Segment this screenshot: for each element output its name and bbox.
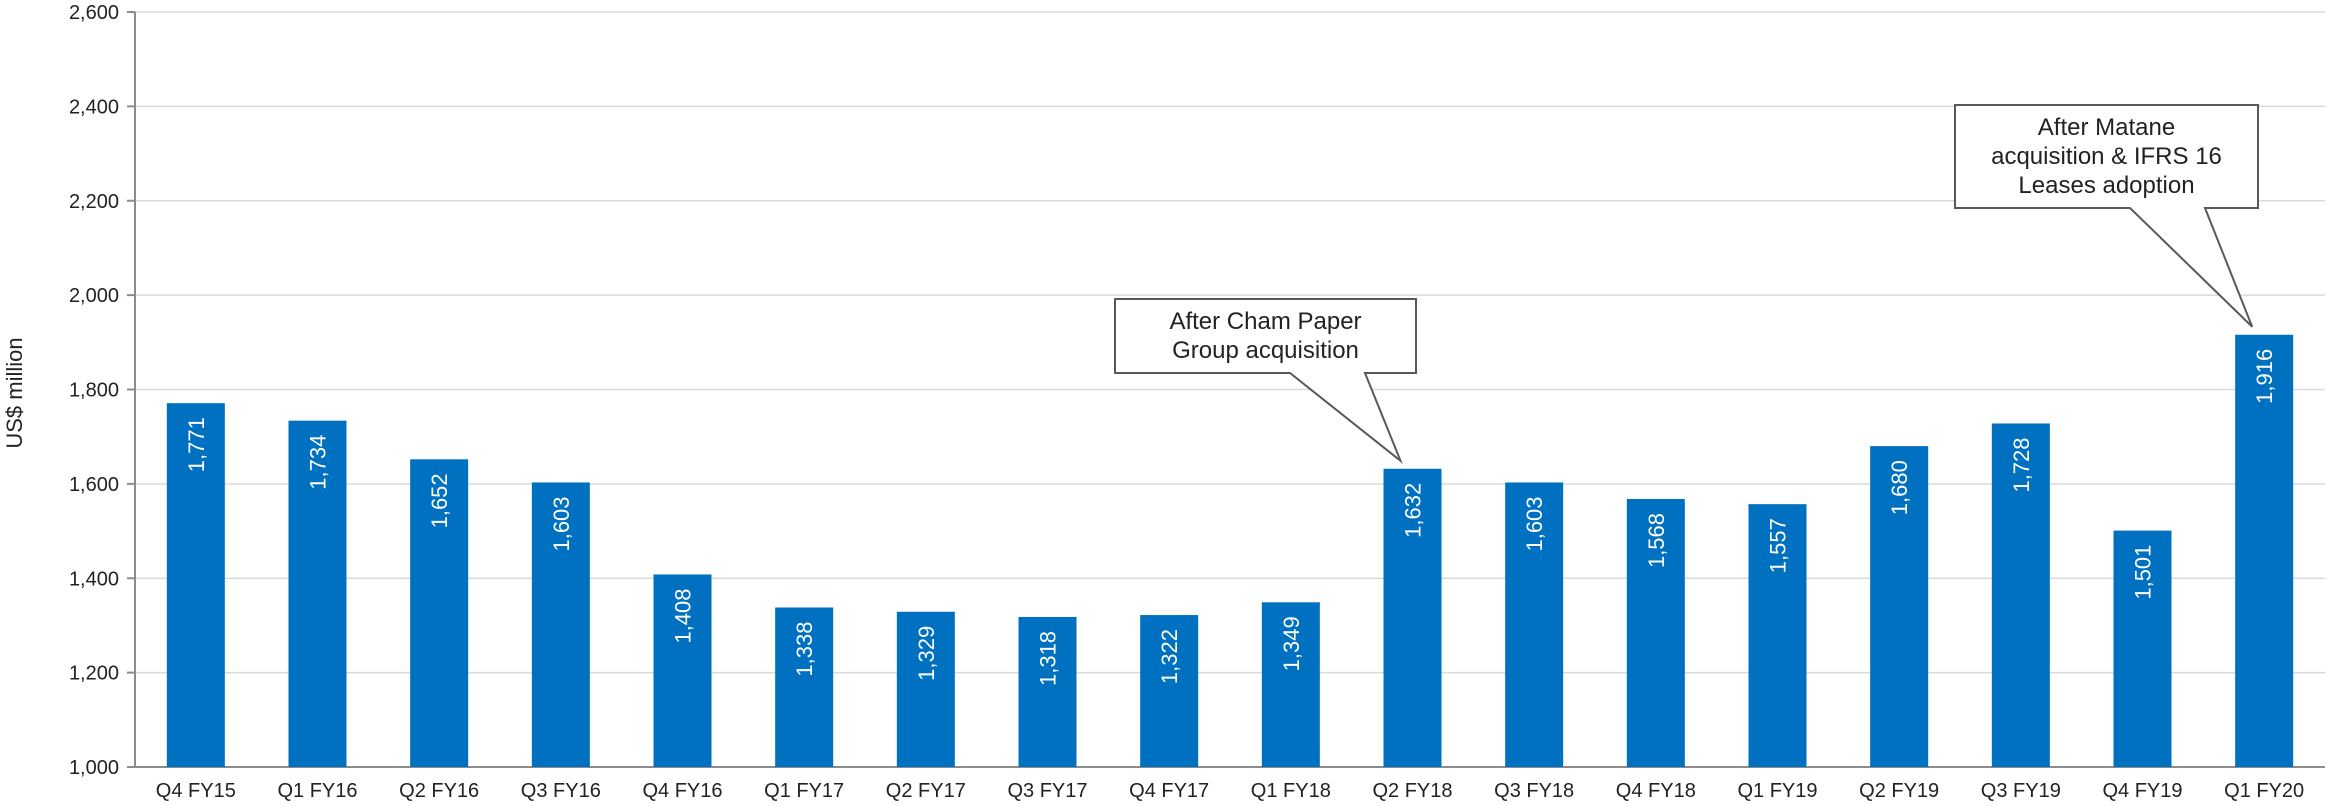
bar-value-label: 1,916 (2252, 349, 2277, 404)
x-tick-label: Q1 FY19 (1737, 780, 1817, 802)
y-tick-label: 1,800 (69, 380, 119, 402)
bars: 1,771 1,734 1,652 1,603 1,408 1,338 1,329 1,318… (166, 334, 2294, 767)
x-tick-label: Q3 FY19 (1981, 780, 2061, 802)
y-tick-label: 1,000 (69, 757, 119, 779)
bar (1505, 482, 1564, 767)
callout-text-line: Leases adoption (2018, 172, 2194, 199)
bar-value-label: 1,603 (1522, 496, 1547, 551)
x-tick-label: Q1 FY16 (277, 780, 357, 802)
bar (896, 611, 955, 767)
x-tick-label: Q4 FY18 (1616, 780, 1696, 802)
x-tick-label: Q2 FY19 (1859, 780, 1939, 802)
bar (1991, 423, 2050, 767)
bar (2235, 334, 2294, 767)
x-tick-label: Q4 FY15 (156, 780, 236, 802)
bar-value-label: 1,603 (549, 496, 574, 551)
gridlines (135, 11, 2325, 674)
x-tick-label: Q2 FY16 (399, 780, 479, 802)
bar-value-label: 1,501 (2131, 545, 2156, 600)
bar-value-label: 1,329 (914, 626, 939, 681)
bar (166, 403, 225, 767)
bar-value-label: 1,338 (792, 622, 817, 677)
x-tick-label: Q1 FY17 (764, 780, 844, 802)
bar-value-label: 1,318 (1036, 631, 1061, 686)
callout-text-line: acquisition & IFRS 16 (1991, 143, 2222, 170)
y-tick-label: 1,200 (69, 663, 119, 685)
y-tick-label: 2,400 (69, 96, 119, 118)
x-tick-label: Q2 FY17 (886, 780, 966, 802)
bar-value-label: 1,734 (306, 435, 331, 490)
y-tick-label: 1,400 (69, 568, 119, 590)
axes (127, 11, 2325, 768)
x-axis-tick-labels: Q4 FY15 Q1 FY16 Q2 FY16 Q3 FY16 Q4 FY16 Q1 FY… (156, 780, 2304, 802)
bar (653, 574, 712, 767)
y-tick-label: 1,600 (69, 474, 119, 496)
bar-value-label: 1,408 (671, 588, 696, 643)
x-tick-label: Q2 FY18 (1372, 780, 1452, 802)
bar-value-label: 1,728 (2009, 437, 2034, 492)
x-tick-label: Q4 FY17 (1129, 780, 1209, 802)
y-axis-title: US$ million (2, 337, 27, 448)
callout-box (1954, 104, 2259, 328)
bar (531, 482, 590, 767)
bar (288, 420, 347, 767)
callout-box (1114, 298, 1417, 464)
bar-value-label: 1,557 (1766, 518, 1791, 573)
x-tick-label: Q4 FY19 (2102, 780, 2182, 802)
y-axis-tick-labels: 1,000 1,200 1,400 1,600 1,800 2,000 2,200 2,400… (69, 2, 119, 779)
bar (775, 607, 834, 767)
bar (1261, 602, 1320, 767)
y-tick-label: 2,000 (69, 285, 119, 307)
bar (1383, 468, 1442, 767)
x-tick-label: Q3 FY18 (1494, 780, 1574, 802)
x-tick-label: Q3 FY17 (1007, 780, 1087, 802)
bar (410, 459, 469, 767)
bar (1140, 615, 1199, 767)
bar-value-label: 1,652 (427, 473, 452, 528)
bar (1626, 498, 1685, 767)
y-tick-label: 2,200 (69, 191, 119, 213)
y-tick-label: 2,600 (69, 2, 119, 24)
callout-text-line: Group acquisition (1172, 337, 1359, 364)
callout-text-line: After Matane (2038, 114, 2175, 141)
bar-value-label: 1,632 (1401, 483, 1426, 538)
bar-value-label: 1,568 (1644, 513, 1669, 568)
x-tick-label: Q1 FY20 (2224, 780, 2304, 802)
callout-text-line: After Cham Paper (1169, 308, 1361, 335)
bar-value-label: 1,771 (184, 417, 209, 472)
x-tick-label: Q4 FY16 (642, 780, 722, 802)
bar-value-label: 1,349 (1279, 616, 1304, 671)
bar-value-label: 1,680 (1887, 460, 1912, 515)
x-tick-label: Q3 FY16 (521, 780, 601, 802)
x-tick-label: Q1 FY18 (1251, 780, 1331, 802)
bar (1870, 446, 1929, 767)
bar (1018, 616, 1077, 767)
bar (2113, 530, 2172, 767)
bar-value-label: 1,322 (1157, 629, 1182, 684)
bar (1748, 504, 1807, 767)
